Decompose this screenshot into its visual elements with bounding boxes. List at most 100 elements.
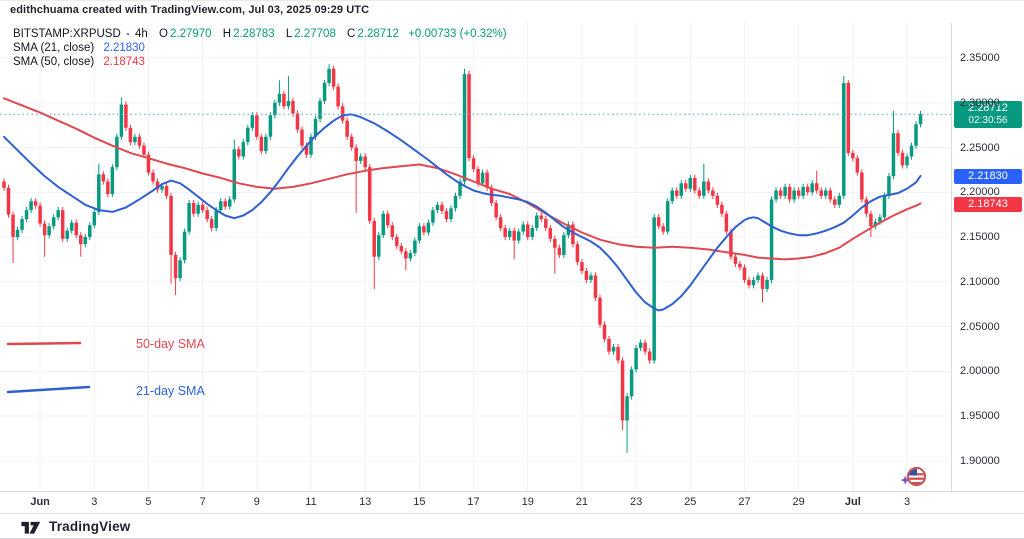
candle [724,210,729,235]
symbol-legend-row[interactable]: BITSTAMP:XRPUSD - 4h O 2.27970 H 2.28783 L… [13,27,509,41]
candle [562,232,566,259]
time-axis[interactable]: Jun 3 5 7 9 11 13 15 17 19 21 23 25 27 29 Jul 3 [0,491,1024,513]
time-axis-label: 3 [91,496,98,508]
candle [228,196,232,210]
candle [273,99,277,119]
close-value: 2.28712 [357,28,399,40]
candle [873,218,878,230]
time-axis-label: 25 [684,496,697,508]
candle [345,117,349,140]
candle [282,90,286,110]
candle [742,264,747,284]
candle [729,228,733,260]
candle [327,64,331,87]
sma21-price-badge: 2.21830 [954,168,1022,184]
candle [155,178,160,193]
tradingview-logo-icon[interactable] [20,519,42,534]
tradingview-brand[interactable]: TradingView [49,518,131,534]
sma50-annotation-line[interactable] [6,341,82,346]
candle [634,344,638,373]
candle [584,267,589,284]
candle [855,155,860,176]
candle [620,357,625,431]
candlestick-chart[interactable]: 50-day SMA 21-day SMA [0,23,951,491]
candle [747,276,751,289]
candle [200,201,205,214]
candle [142,142,146,158]
candle [79,232,83,257]
candle [548,224,553,242]
flag-circle [906,466,927,487]
candle [422,223,426,236]
chart-area[interactable]: 50-day SMA 21-day SMA BITSTAMP:XRPUSD - 4… [0,23,1024,491]
candle [51,214,56,230]
time-axis-label: 9 [253,496,260,508]
candle [24,207,29,223]
candle [169,192,173,284]
candle [905,153,909,169]
candle [661,223,665,235]
sma21-annotation-label[interactable]: 21-day SMA [136,384,205,398]
candle [580,258,584,275]
candle [652,214,656,364]
time-axis-label: 11 [305,496,317,508]
time-axis-label: 7 [199,496,206,508]
time-axis-label: 5 [145,496,152,508]
candle [896,130,900,157]
candle [444,207,449,223]
candle [255,112,259,140]
candle [553,235,557,274]
candle [805,183,810,196]
candle-countdown: 02:30:56 [968,115,1008,127]
candle [656,214,661,230]
time-axis-label: Jul [844,496,861,508]
candle [386,210,390,229]
candle [259,133,264,155]
close-key: C [347,28,356,40]
candle [291,97,295,117]
sma50-legend-row[interactable]: SMA (50, close) 2.18743 [13,55,509,69]
time-axis-label: 27 [738,496,751,508]
time-axis-label: Jun [30,496,50,508]
candle [674,187,679,199]
candle [774,187,778,203]
candle [264,133,268,155]
candle [575,241,580,266]
candle [467,70,471,162]
candle [277,80,282,106]
candle [15,226,20,241]
candle [593,272,598,301]
candle [218,198,223,214]
candle [480,169,485,187]
sma21-annotation-line[interactable] [6,385,91,394]
candle [738,260,742,271]
candle [833,196,837,208]
candle [110,164,115,198]
sma50-annotation-label[interactable]: 50-day SMA [136,337,205,351]
candle [711,187,715,199]
price-axis-label: 2.05000 [960,320,1000,333]
price-axis-label: 2.35000 [960,52,1000,64]
candle [760,272,765,303]
candle [124,101,128,131]
candle [146,151,151,176]
candle [869,210,873,237]
candle [616,343,620,364]
candle [810,180,814,196]
candle [426,219,431,236]
price-axis[interactable]: 2.28712 02:30:56 2.21830 2.18743 2.35000… [951,23,1024,491]
candle [684,180,688,192]
candle [828,187,832,203]
last-price-badge: 2.28712 02:30:56 [954,101,1022,129]
time-axis-label: 19 [521,496,534,508]
us-holiday-flag-icon[interactable] [900,463,928,491]
candle [918,110,923,128]
sma21-legend-row[interactable]: SMA (21, close) 2.21830 [13,41,509,55]
candle [860,169,864,203]
time-axis-label: 23 [629,496,643,508]
open-key: O [159,28,168,40]
price-axis-label: 2.20000 [960,186,1000,199]
candle [115,133,119,171]
candle [842,75,846,199]
candle [205,207,209,223]
